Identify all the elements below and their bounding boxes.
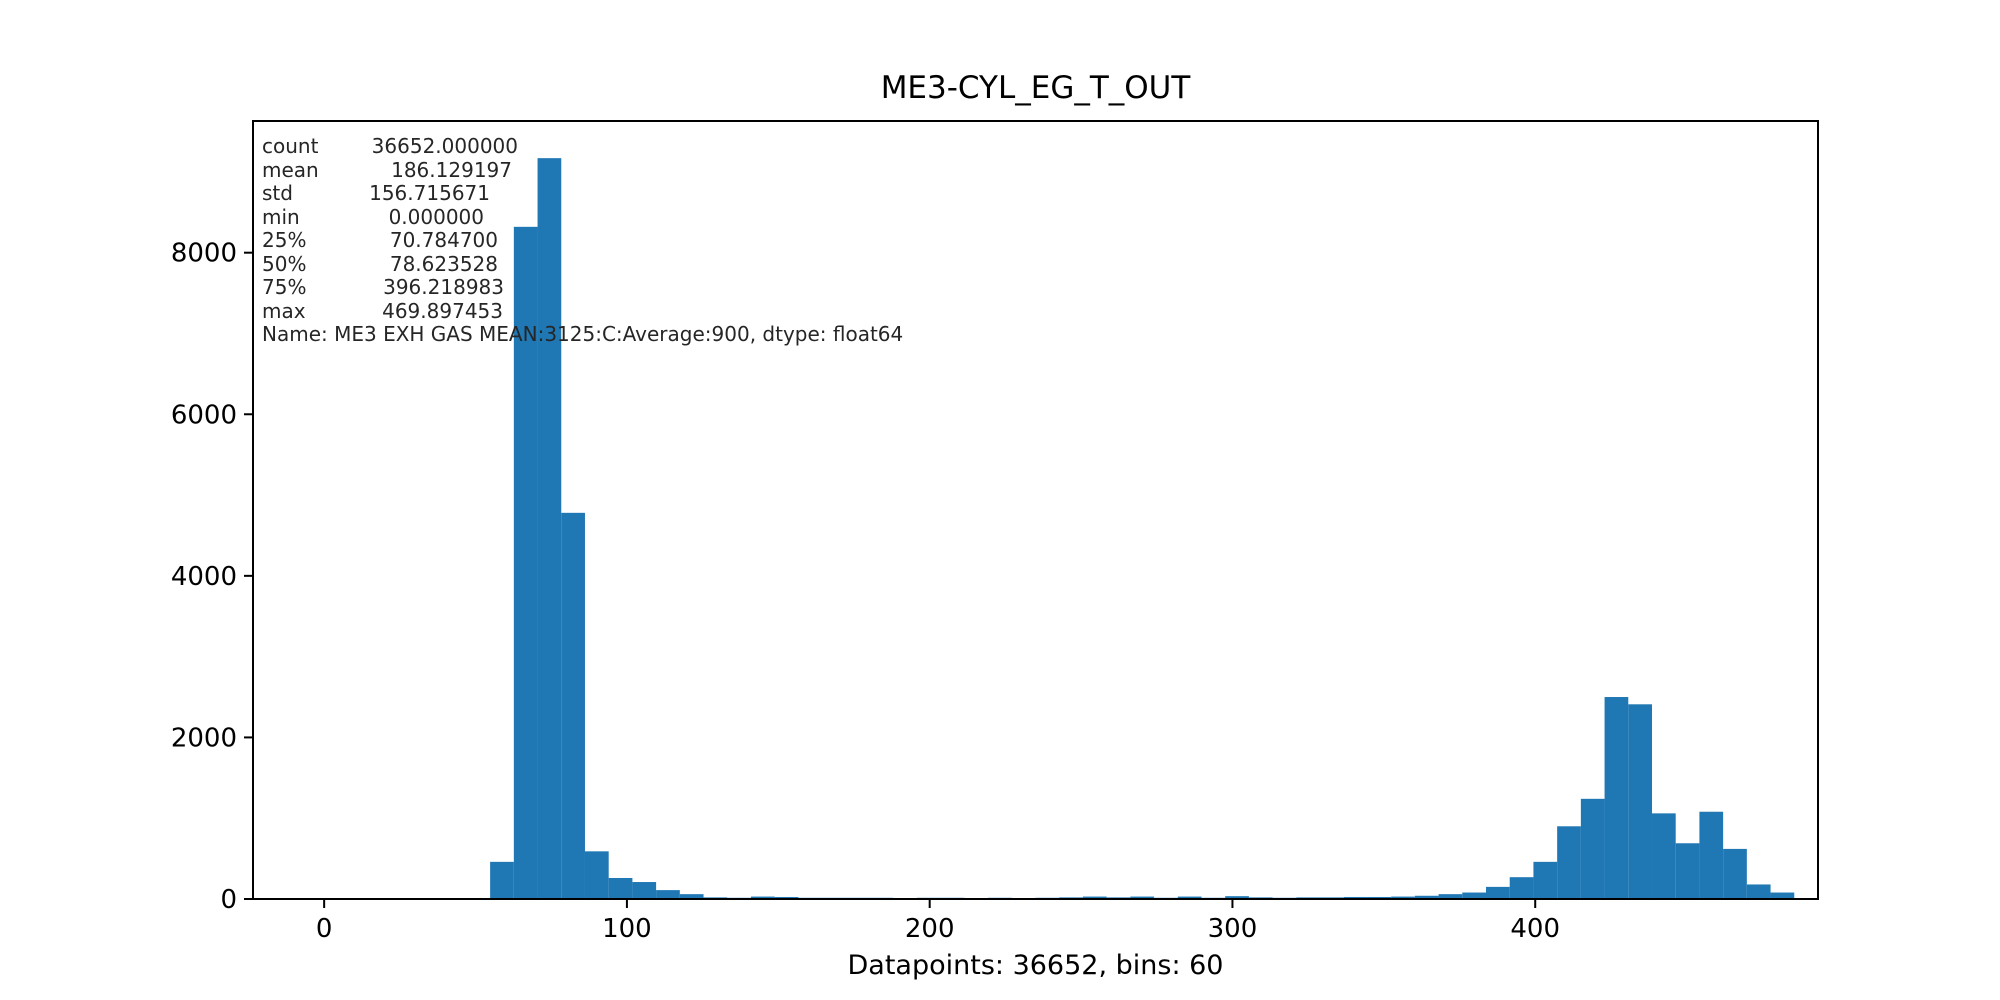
x-axis-label: Datapoints: 36652, bins: 60 <box>847 950 1224 981</box>
histogram-bar <box>1580 798 1605 899</box>
bars-group <box>490 158 1818 899</box>
histogram-bar <box>1557 826 1581 899</box>
histogram-bar <box>1225 896 1249 899</box>
y-tick-label: 8000 <box>171 239 237 269</box>
x-tick-label: 200 <box>905 914 955 944</box>
stats-key: mean <box>262 157 319 182</box>
y-tick-label: 4000 <box>171 562 237 592</box>
stats-row: 50% 78.623528 <box>262 251 903 277</box>
stats-value: 0.000000 <box>388 204 484 229</box>
stats-row: mean 186.129197 <box>262 157 903 183</box>
histogram-bar <box>1509 877 1534 899</box>
histogram-bar <box>1343 896 1368 899</box>
histogram-bar <box>1486 886 1510 899</box>
histogram-bar <box>1604 697 1629 899</box>
histogram-bar <box>1130 896 1155 899</box>
stats-key: 75% <box>262 275 307 299</box>
histogram-bar <box>1675 843 1700 899</box>
stats-row: 25% 70.784700 <box>262 228 903 253</box>
stats-value: 156.715671 <box>369 181 490 205</box>
histogram-bar <box>632 882 657 899</box>
histogram-bar <box>537 158 562 899</box>
stats-value: 36652.000000 <box>371 134 518 158</box>
x-tick-label: 400 <box>1510 914 1560 944</box>
histogram-bar <box>679 894 704 899</box>
y-tick-label: 2000 <box>171 723 237 753</box>
stats-key: max <box>262 298 306 323</box>
stats-key: 25% <box>262 228 307 252</box>
histogram-bar <box>608 877 633 899</box>
histogram-bar <box>1414 895 1439 899</box>
histogram-bar <box>1177 896 1202 899</box>
histogram-bar <box>1723 848 1747 899</box>
histogram-bar <box>1438 894 1463 899</box>
stats-value: 70.784700 <box>389 228 498 252</box>
x-tick-label: 0 <box>316 914 333 944</box>
stats-key: std <box>262 181 293 205</box>
stats-name-line: Name: ME3 EXH GAS MEAN:3125:C:Average:90… <box>262 322 904 346</box>
histogram-bar <box>584 851 609 899</box>
stats-row: count 36652.000000 <box>262 134 903 159</box>
histogram-bar <box>656 890 680 899</box>
x-tick-label: 300 <box>1208 914 1258 944</box>
stats-summary: count 36652.000000 mean 186.129197 std 156.71… <box>262 134 904 347</box>
stats-row: std 156.715671 <box>262 181 903 206</box>
stats-rows: count 36652.000000 mean 186.129197 std 156.71… <box>262 134 903 324</box>
histogram-bar <box>1699 811 1724 899</box>
x-axis: 0 100 200 300 400 <box>316 899 1560 944</box>
histogram-bar <box>1391 896 1415 899</box>
histogram-bar <box>1082 896 1107 899</box>
stats-value: 469.897453 <box>382 298 503 323</box>
histogram-bar <box>750 896 775 899</box>
stats-value: 396.218983 <box>383 275 504 299</box>
histogram-bar <box>1746 884 1771 899</box>
y-tick-label: 0 <box>220 885 237 915</box>
stats-value: 78.623528 <box>389 251 498 276</box>
plot-frame <box>252 120 1819 900</box>
histogram-bar <box>513 226 538 899</box>
x-tick-label: 100 <box>602 914 652 944</box>
stats-row: 75% 396.218983 <box>262 275 903 300</box>
stats-row: min 0.000000 <box>262 204 903 230</box>
histogram-bar <box>1651 813 1676 899</box>
histogram-bar <box>1628 704 1652 899</box>
stats-key: 50% <box>262 251 307 276</box>
histogram-bar <box>561 512 585 899</box>
y-axis: 0 2000 4000 6000 8000 <box>171 239 253 915</box>
stats-key: min <box>262 204 300 229</box>
histogram-bar <box>490 861 514 899</box>
stats-key: count <box>262 134 319 158</box>
histogram-bar <box>774 896 799 899</box>
stats-value: 186.129197 <box>391 157 512 182</box>
histogram-bar <box>1367 896 1392 899</box>
histogram-bar <box>1770 892 1795 899</box>
y-tick-label: 6000 <box>171 400 237 430</box>
histogram-bar <box>1462 892 1487 899</box>
histogram-bar <box>1533 861 1558 899</box>
stats-row: max 469.897453 <box>262 298 903 324</box>
chart-title: ME3-CYL_EG_T_OUT <box>880 70 1191 106</box>
